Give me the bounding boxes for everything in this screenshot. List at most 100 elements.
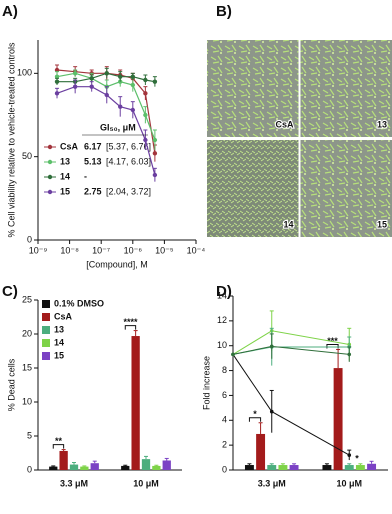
image-label: 14 [283, 219, 293, 229]
y-tick-label: 14 [217, 290, 227, 300]
data-point [54, 74, 60, 79]
data-point [130, 74, 135, 79]
y-tick-label: 4 [222, 415, 227, 425]
data-point [118, 104, 123, 109]
x-tick-label: 10 μM [133, 478, 159, 488]
bar [244, 465, 254, 470]
y-tick-label: 100 [17, 68, 32, 78]
significance-label: **** [123, 317, 138, 327]
legend-marker [47, 159, 53, 165]
y-tick-label: 0 [222, 464, 227, 474]
legend-label: 15 [54, 350, 64, 360]
bar [333, 368, 343, 470]
line-point [347, 453, 352, 457]
data-point [104, 92, 109, 98]
line-point [347, 352, 352, 357]
y-tick-label: 10 [217, 340, 227, 350]
legend-swatch [42, 339, 50, 347]
bar [344, 465, 354, 470]
legend-label: CsA [54, 311, 73, 321]
data-point [54, 67, 60, 73]
bar [152, 465, 161, 470]
x-tick-label: 3.3 μM [60, 478, 88, 488]
gi50-value: 2.75 [84, 186, 102, 196]
micrograph [300, 140, 392, 237]
image-label: 15 [377, 219, 387, 229]
gi50-value: - [84, 171, 87, 181]
bar [80, 466, 89, 470]
y-tick-label: 20 [22, 328, 32, 338]
data-point [72, 71, 78, 76]
micrograph [300, 40, 392, 137]
bar [367, 463, 377, 470]
significance-label: *** [327, 336, 338, 346]
data-point [130, 107, 135, 113]
data-point [152, 79, 158, 84]
image-label: CsA [275, 119, 294, 129]
bar [59, 450, 68, 470]
bar [289, 465, 299, 470]
gi50-value: 6.17 [84, 141, 102, 151]
line-point [269, 409, 274, 414]
bar [131, 336, 140, 470]
image-label: 13 [377, 119, 387, 129]
bar [322, 465, 332, 470]
gi50-ci: [2.04, 3.72] [106, 186, 151, 196]
legend-label: 0.1% DMSO [54, 298, 104, 308]
data-point [54, 79, 60, 84]
legend-label: CsA [60, 141, 79, 151]
data-point [104, 71, 109, 76]
legend-swatch [42, 326, 50, 334]
fit-line [56, 69, 156, 154]
y-tick-label: 0 [27, 464, 32, 474]
legend-swatch [42, 352, 50, 360]
x-tick-label: 10⁻⁵ [155, 245, 174, 255]
data-point [89, 76, 94, 81]
legend-label: 15 [60, 186, 70, 196]
y-axis-label: Fold increase [201, 356, 211, 410]
gi50-header: GI₅₀, μM [100, 122, 136, 132]
y-axis-label: % Cell viability relative to vehicle-tre… [6, 42, 16, 238]
annotation: * [355, 453, 359, 463]
line-point [269, 344, 274, 349]
data-point [118, 79, 123, 84]
data-point [152, 137, 158, 143]
y-tick-label: 6 [222, 390, 227, 400]
y-tick-label: 12 [217, 315, 227, 325]
y-tick-label: 2 [222, 440, 227, 450]
bar [90, 463, 99, 470]
bar [49, 466, 58, 470]
y-tick-label: 15 [22, 362, 32, 372]
bar [256, 433, 266, 470]
significance-bracket [248, 417, 262, 422]
gi50-value: 5.13 [84, 156, 102, 166]
panel-label: D) [216, 283, 232, 300]
panel-label: B) [216, 3, 232, 20]
legend-swatch [42, 300, 50, 308]
legend-marker [47, 189, 53, 195]
data-point [152, 172, 158, 178]
x-tick-label: 10⁻⁹ [29, 245, 48, 255]
legend-marker [47, 174, 53, 180]
y-tick-label: 50 [22, 151, 32, 161]
micrograph [207, 140, 299, 237]
panel-label: C) [2, 283, 18, 300]
data-point [130, 82, 135, 88]
bar [121, 465, 130, 470]
bar [267, 465, 277, 470]
trend-line [232, 354, 350, 456]
legend-swatch [42, 313, 50, 321]
data-point [72, 84, 78, 89]
data-point [143, 77, 148, 83]
trend-line [232, 345, 350, 355]
significance-bracket [52, 444, 65, 449]
x-tick-label: 10⁻⁷ [92, 245, 110, 255]
y-tick-label: 8 [222, 365, 227, 375]
y-axis-label: % Dead cells [6, 358, 16, 411]
legend-label: 13 [60, 156, 70, 166]
x-tick-label: 10⁻⁴ [187, 245, 206, 255]
y-tick-label: 5 [27, 430, 32, 440]
data-point [89, 84, 94, 89]
x-tick-label: 10⁻⁸ [60, 245, 79, 255]
